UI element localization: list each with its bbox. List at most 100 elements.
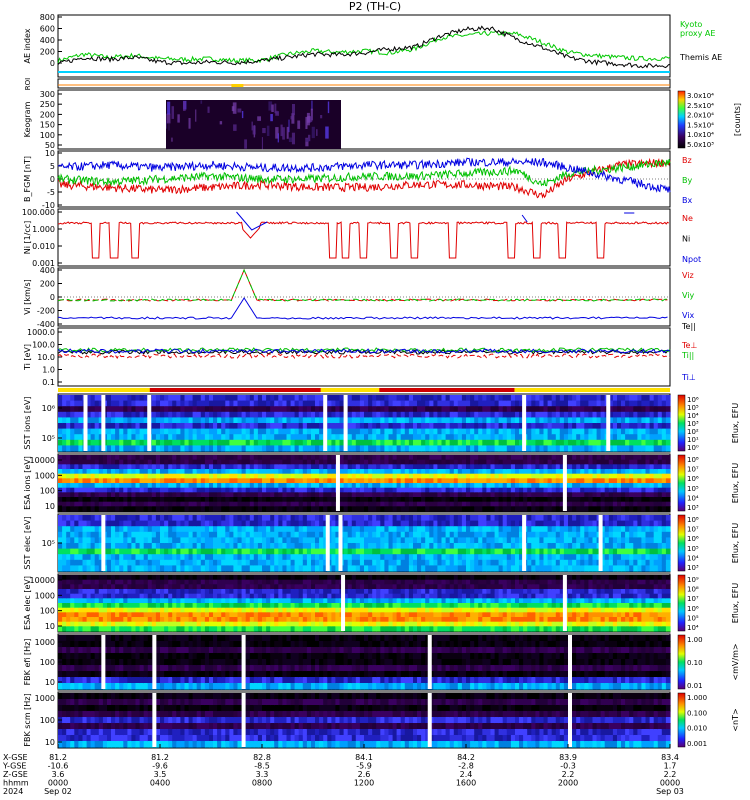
- spectrogram-cell: [290, 537, 296, 544]
- spectrogram-cell: [94, 478, 100, 484]
- spectrogram-cell: [151, 395, 157, 402]
- spectrogram-cell: [527, 406, 532, 413]
- spectrogram-cell: [384, 445, 390, 452]
- spectrogram-cell: [584, 411, 589, 418]
- spectrogram-cell: [576, 531, 581, 538]
- spectrogram-cell: [519, 520, 524, 527]
- spectrogram-cell: [453, 464, 459, 470]
- spectrogram-cell: [433, 445, 439, 452]
- spectrogram-cell: [413, 417, 418, 424]
- spectrogram-cell: [539, 537, 545, 544]
- spectrogram-cell: [98, 554, 104, 561]
- spectrogram-cell: [115, 506, 120, 512]
- spectrogram-cell: [429, 473, 434, 479]
- spectrogram-cell: [502, 445, 508, 452]
- spectrogram-cell: [637, 455, 643, 461]
- spectrogram-cell: [421, 526, 426, 533]
- spectrogram-cell: [637, 417, 643, 424]
- spectrogram-cell: [94, 487, 100, 493]
- spectrogram-cell: [62, 417, 67, 424]
- spectrogram-cell: [168, 515, 173, 522]
- spectrogram-cell: [107, 469, 112, 475]
- spectrogram-cell: [192, 445, 198, 452]
- spectrogram-cell: [115, 469, 120, 475]
- spectrogram-cell: [249, 487, 255, 493]
- spectrogram-cell: [184, 531, 190, 538]
- spectrogram-cell: [625, 417, 630, 424]
- spectrogram-cell: [294, 439, 300, 446]
- spectrogram-cell: [429, 464, 434, 470]
- spectrogram-cell: [107, 411, 112, 418]
- spectrogram-cell: [127, 554, 133, 561]
- spectrogram-cell: [343, 559, 349, 566]
- spectrogram-cell: [257, 548, 263, 555]
- spectrogram-cell: [315, 537, 320, 544]
- spectrogram-cell: [298, 455, 304, 461]
- spectrogram-cell: [596, 400, 602, 407]
- spectrogram-cell: [249, 439, 255, 446]
- spectrogram-cell: [217, 434, 222, 441]
- spectrogram-cell: [209, 548, 214, 555]
- spectrogram-cell: [396, 459, 402, 465]
- spectrogram-cell: [413, 497, 418, 503]
- keogram-feature: [257, 116, 261, 121]
- spectrogram-cell: [470, 501, 475, 507]
- spectrogram-cell: [278, 411, 283, 418]
- spectrogram-cell: [249, 554, 255, 561]
- spectrogram-cell: [486, 395, 492, 402]
- spectrogram-cell: [498, 526, 504, 533]
- spectrogram-cell: [441, 565, 447, 572]
- spectrogram-cell: [441, 428, 447, 435]
- spectrogram-cell: [543, 439, 549, 446]
- spectrogram-cell: [661, 423, 667, 430]
- spectrogram-cell: [425, 483, 430, 489]
- spectrogram-cell: [311, 483, 316, 489]
- spectrogram-cell: [421, 417, 426, 424]
- spectrogram-cell: [319, 455, 324, 461]
- spectrogram-cell: [466, 515, 471, 522]
- spectrogram-cell: [576, 497, 581, 503]
- spectrogram-cell: [547, 531, 553, 538]
- spectrogram-cell: [576, 445, 581, 452]
- spectrogram-cell: [429, 565, 434, 572]
- spectrogram-cell: [417, 455, 422, 461]
- spectrogram-cell: [617, 487, 622, 493]
- spectrogram-cell: [425, 492, 430, 498]
- spectrogram-cell: [278, 478, 283, 484]
- spectrogram-cell: [66, 417, 71, 424]
- spectrogram-cell: [433, 464, 439, 470]
- spectrogram-cell: [376, 487, 381, 493]
- spectrogram-cell: [551, 478, 557, 484]
- spectrogram-cell: [641, 487, 647, 493]
- spectrogram-cell: [617, 423, 622, 430]
- spectrogram-cell: [315, 400, 320, 407]
- spectrogram-cell: [466, 400, 471, 407]
- spectrogram-cell: [86, 428, 92, 435]
- spectrogram-cell: [413, 406, 418, 413]
- spectrogram-cell: [384, 531, 390, 538]
- spectrogram-cell: [274, 497, 279, 503]
- spectrogram-cell: [425, 400, 430, 407]
- spectrogram-cell: [629, 473, 634, 479]
- spectrogram-cell: [368, 515, 373, 522]
- spectrogram-cell: [115, 497, 120, 503]
- spectrogram-cell: [519, 395, 524, 402]
- spectrogram-cell: [164, 439, 169, 446]
- spectrogram-cell: [437, 455, 443, 461]
- spectrogram-cell: [192, 439, 198, 446]
- spectrogram-cell: [523, 469, 528, 475]
- spectrogram-cell: [311, 548, 316, 555]
- spectrogram-cell: [555, 478, 561, 484]
- spectrogram-cell: [172, 411, 177, 418]
- spectrogram-cell: [384, 520, 390, 527]
- spectrogram-cell: [417, 459, 422, 465]
- spectrogram-cell: [298, 483, 304, 489]
- spectrogram-cell: [629, 483, 634, 489]
- spectrogram-cell: [604, 559, 610, 566]
- spectrogram-cell: [90, 417, 96, 424]
- spectrogram-cell: [282, 423, 288, 430]
- spectrogram-cell: [237, 487, 243, 493]
- spectrogram-cell: [155, 548, 161, 555]
- spectrogram-cell: [62, 445, 67, 452]
- spectrogram-cell: [523, 487, 528, 493]
